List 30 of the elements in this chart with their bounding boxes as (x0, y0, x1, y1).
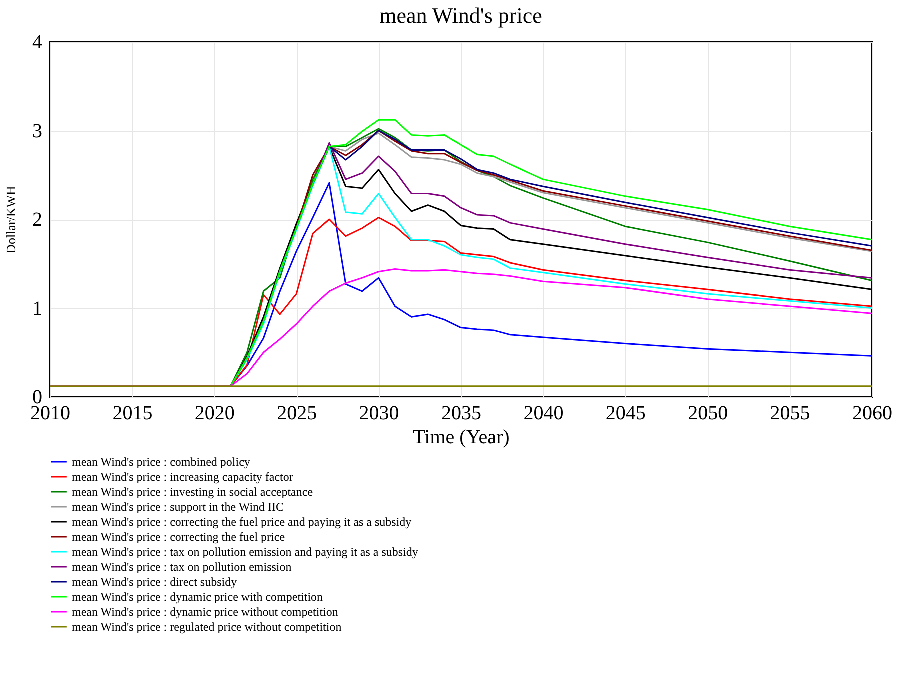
legend-label: mean Wind's price : regulated price without competition (72, 620, 342, 634)
x-tick-label: 2010 (30, 402, 70, 424)
legend-label: mean Wind's price : tax on pollution emission (72, 560, 292, 574)
legend-label: mean Wind's price : dynamic price without competition (72, 605, 338, 619)
y-tick-label: 2 (32, 209, 42, 231)
legend-label: mean Wind's price : correcting the fuel price (72, 530, 286, 544)
y-axis-title: Dollar/KWH (4, 186, 18, 254)
x-tick-label: 2060 (852, 402, 892, 424)
x-tick-label: 2045 (606, 402, 646, 424)
legend-label: mean Wind's price : increasing capacity factor (72, 470, 294, 484)
x-tick-label: 2015 (112, 402, 153, 424)
legend-label: mean Wind's price : direct subsidy (72, 575, 238, 589)
legend-label: mean Wind's price : investing in social acceptance (72, 485, 314, 499)
legend-label: mean Wind's price : tax on pollution emission and paying it as a subsidy (72, 545, 418, 559)
chart-title: mean Wind's price (380, 3, 542, 28)
y-tick-label: 1 (32, 298, 42, 320)
x-tick-label: 2020 (194, 402, 235, 424)
legend-label: mean Wind's price : dynamic price with competition (72, 590, 324, 604)
x-tick-label: 2055 (770, 402, 810, 424)
legend-label: mean Wind's price : support in the Wind IIC (72, 500, 284, 514)
x-tick-label: 2050 (688, 402, 728, 424)
y-tick-label: 4 (32, 32, 42, 54)
x-axis-title: Time (Year) (413, 426, 510, 448)
x-tick-label: 2025 (277, 402, 318, 424)
legend-label: mean Wind's price : combined policy (72, 455, 250, 469)
x-tick-label: 2030 (359, 402, 400, 424)
y-tick-label: 3 (32, 120, 42, 142)
legend-label: mean Wind's price : correcting the fuel price and paying it as a subsidy (72, 515, 412, 529)
x-tick-label: 2040 (524, 402, 564, 424)
x-tick-label: 2035 (442, 402, 482, 424)
